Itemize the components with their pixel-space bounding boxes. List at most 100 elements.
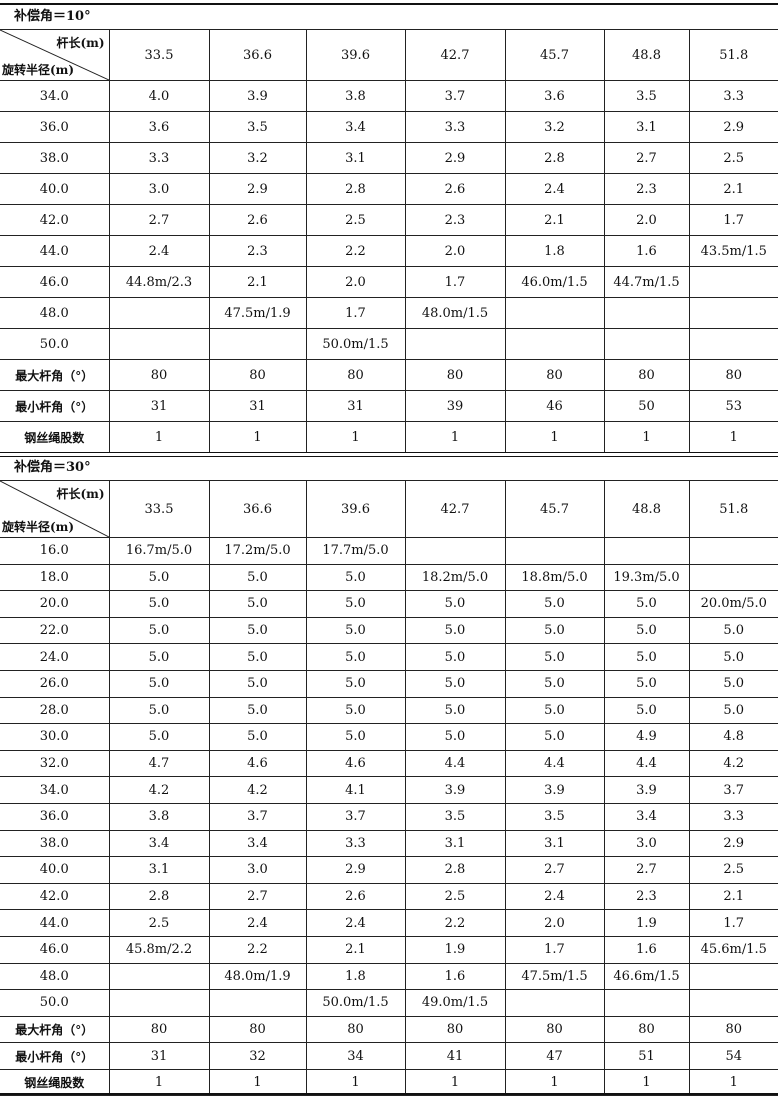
table-cell: 5.0 [603, 616, 690, 645]
table-cell: 2.3 [208, 235, 307, 267]
table-cell: 5.0 [404, 669, 506, 698]
table-cell: 4.7 [108, 749, 210, 778]
table-cell: 5.0 [208, 590, 307, 618]
rod-length-header: 51.8 [688, 29, 778, 81]
table-row: 16.0 16.7m/5.0 17.2m/5.0 17.7m/5.0 [0, 537, 778, 565]
table-cell: 2.3 [603, 173, 690, 205]
table-cell: 53 [688, 390, 778, 422]
row-label: 36.0 [0, 111, 110, 143]
row-label: 34.0 [0, 776, 110, 804]
table-cell: 80 [603, 359, 690, 391]
table-cell: 2.5 [108, 909, 210, 937]
table-cell [504, 328, 605, 360]
table-cell: 1.7 [504, 935, 605, 964]
table-cell: 80 [504, 1015, 605, 1044]
table-cell: 80 [208, 359, 307, 391]
table-row: 34.0 4.0 3.9 3.8 3.7 3.6 3.5 3.3 [0, 80, 778, 112]
table-cell: 50.0m/1.5 [305, 989, 406, 1017]
table-section-10deg: 补偿角＝10° 杆长(m) 旋转半径(m) 33.5 36.6 39.6 42.7 45.7 4… [0, 5, 778, 453]
table-cell: 4.4 [404, 749, 506, 778]
rod-length-label: 杆长(m) [56, 487, 105, 501]
table-cell: 5.0 [603, 669, 690, 698]
table-cell: 2.7 [108, 204, 210, 236]
table-cell: 5.0 [688, 669, 778, 698]
table-cell: 1 [404, 1068, 506, 1097]
table-row: 26.0 5.0 5.0 5.0 5.0 5.0 5.0 5.0 [0, 669, 778, 698]
table-cell: 5.0 [504, 669, 605, 698]
table-cell: 3.7 [305, 802, 406, 831]
diagonal-line [0, 481, 109, 537]
radius-label: 旋转半径(m) [2, 520, 75, 534]
row-label: 26.0 [0, 669, 110, 698]
table-cell: 3.4 [108, 829, 210, 858]
table-row: 50.0 50.0m/1.5 49.0m/1.5 [0, 989, 778, 1017]
table-cell: 2.1 [305, 935, 406, 964]
table-cell: 3.4 [305, 111, 406, 143]
table-cell [504, 537, 605, 565]
row-label: 22.0 [0, 616, 110, 645]
table-cell: 5.0 [504, 643, 605, 671]
table-cell: 1 [108, 1068, 210, 1097]
row-label: 48.0 [0, 962, 110, 991]
table-cell: 5.0 [108, 590, 210, 618]
table-cell: 5.0 [404, 616, 506, 645]
table-cell [688, 962, 778, 991]
table-cell: 3.0 [108, 173, 210, 205]
table-cell: 31 [108, 390, 210, 422]
table-cell: 17.2m/5.0 [208, 537, 307, 565]
table-cell: 1 [404, 421, 506, 453]
table-cell: 3.0 [603, 829, 690, 858]
row-label: 40.0 [0, 856, 110, 884]
table-cell [688, 297, 778, 329]
table-cell: 2.5 [404, 882, 506, 911]
table-cell: 3.3 [404, 111, 506, 143]
table-cell: 5.0 [208, 723, 307, 751]
table-cell [603, 537, 690, 565]
table-cell [688, 563, 778, 592]
table-row: 18.0 5.0 5.0 5.0 18.2m/5.0 18.8m/5.0 19.3m/5.0 [0, 563, 778, 592]
table-section-30deg: 补偿角＝30° 杆长(m) 旋转半径(m) 33.5 36.6 39.6 42.7 45.7 4… [0, 456, 778, 1097]
table-cell: 5.0 [404, 590, 506, 618]
table-cell: 5.0 [305, 696, 406, 725]
table-cell: 31 [305, 390, 406, 422]
table-cell: 5.0 [688, 696, 778, 725]
table-title: 补偿角＝10° [14, 9, 91, 24]
table-cell: 2.6 [404, 173, 506, 205]
table-cell: 50.0m/1.5 [305, 328, 406, 360]
table-cell: 45.6m/1.5 [688, 935, 778, 964]
row-label: 28.0 [0, 696, 110, 725]
row-label: 最大杆角（°） [0, 1015, 110, 1044]
table-cell: 46 [504, 390, 605, 422]
table-cell: 5.0 [208, 696, 307, 725]
table-row: 46.0 45.8m/2.2 2.2 2.1 1.9 1.7 1.6 45.6m/1.5 [0, 935, 778, 964]
table-cell: 80 [404, 1015, 506, 1044]
table-cell: 34 [305, 1042, 406, 1070]
row-label: 42.0 [0, 204, 110, 236]
table-cell: 2.2 [305, 235, 406, 267]
table-cell: 5.0 [108, 643, 210, 671]
table-cell [404, 328, 506, 360]
table-cell: 2.0 [404, 235, 506, 267]
table-cell: 80 [404, 359, 506, 391]
table-row: 42.0 2.7 2.6 2.5 2.3 2.1 2.0 1.7 [0, 204, 778, 236]
table-cell: 1.6 [603, 235, 690, 267]
row-label: 最大杆角（°） [0, 359, 110, 391]
table-cell: 5.0 [305, 643, 406, 671]
header-row: 杆长(m) 旋转半径(m) 33.5 36.6 39.6 42.7 45.7 48.8 51.8 [0, 480, 778, 538]
row-label: 36.0 [0, 802, 110, 831]
table-cell: 5.0 [108, 723, 210, 751]
top-rule [0, 3, 778, 5]
table-cell: 5.0 [688, 616, 778, 645]
row-label: 42.0 [0, 882, 110, 911]
table-row: 34.0 4.2 4.2 4.1 3.9 3.9 3.9 3.7 [0, 776, 778, 804]
table-cell: 3.3 [305, 829, 406, 858]
table-row: 32.0 4.7 4.6 4.6 4.4 4.4 4.4 4.2 [0, 749, 778, 778]
table-cell: 2.5 [688, 142, 778, 174]
table-cell: 3.1 [603, 111, 690, 143]
table-cell: 4.2 [208, 776, 307, 804]
table-cell: 2.8 [305, 173, 406, 205]
table-cell: 2.9 [305, 856, 406, 884]
row-label: 20.0 [0, 590, 110, 618]
table-cell: 3.2 [208, 142, 307, 174]
row-label: 钢丝绳股数 [0, 1068, 110, 1097]
